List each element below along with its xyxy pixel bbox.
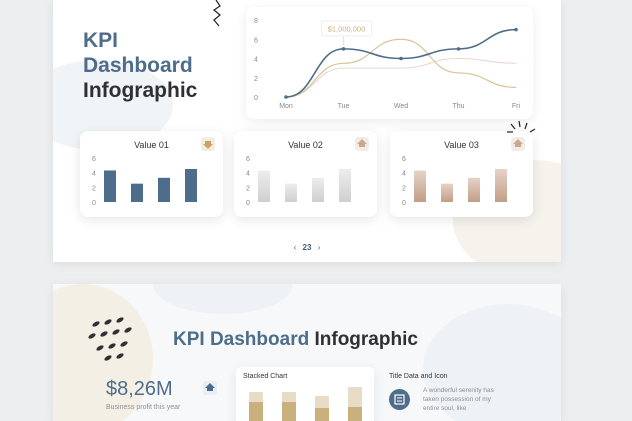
title-line-dashboard: Dashboard bbox=[83, 54, 193, 77]
line-series-2 bbox=[285, 38, 517, 98]
tooltip-box bbox=[321, 20, 372, 37]
line-point bbox=[341, 47, 346, 51]
title-data-icon-text: A wonderful serenity has taken possessio… bbox=[423, 387, 494, 412]
value-02-chart: 0 2 4 6 bbox=[246, 156, 351, 207]
y-tick-label: 8 bbox=[254, 18, 258, 25]
squiggle-decoration bbox=[212, 0, 221, 27]
line-point bbox=[399, 56, 403, 61]
x-tick-label: Tue bbox=[338, 103, 350, 110]
up-arrow-button[interactable] bbox=[355, 137, 369, 151]
up-arrow-button[interactable] bbox=[203, 381, 217, 395]
profit-value: $8,26M bbox=[106, 378, 173, 400]
arrow-up-icon bbox=[513, 139, 523, 147]
x-tick-label: Fri bbox=[512, 103, 521, 110]
value-03-chart: 0 2 4 6 bbox=[402, 156, 507, 207]
bar bbox=[441, 183, 453, 202]
stacked-bar-2-top bbox=[282, 392, 296, 402]
stacked-bar-4-top bbox=[348, 387, 362, 407]
bar bbox=[104, 170, 116, 202]
y-tick-label: 6 bbox=[246, 156, 250, 163]
value-01-chart: 0 2 4 6 bbox=[92, 156, 197, 207]
y-tick-label: 2 bbox=[254, 76, 258, 83]
leaves-decoration bbox=[88, 317, 132, 361]
line-chart-card: 0 2 4 6 8 Mon Tue Wed Thu Fri $1,000,000 bbox=[246, 7, 533, 119]
x-tick-label: Thu bbox=[452, 103, 464, 110]
bar bbox=[312, 177, 324, 202]
y-tick-label: 6 bbox=[254, 37, 258, 44]
pagination: ‹ 23 › bbox=[53, 243, 561, 252]
slide2-title: KPI Dashboard Infographic bbox=[173, 329, 418, 351]
y-tick-label: 4 bbox=[246, 171, 250, 178]
bar bbox=[285, 183, 297, 202]
stacked-bar-3-bottom bbox=[315, 408, 329, 421]
decor-blob-right bbox=[423, 304, 561, 421]
value-03-card: 0 2 4 6 Value 03 bbox=[390, 131, 533, 217]
y-tick-label: 4 bbox=[254, 57, 258, 64]
y-tick-label: 6 bbox=[402, 156, 406, 163]
value-03-title: Value 03 bbox=[444, 140, 479, 150]
value-01-title: Value 01 bbox=[134, 140, 169, 150]
y-tick-label: 2 bbox=[402, 185, 406, 192]
stacked-chart-label: Stacked Chart bbox=[243, 373, 288, 380]
bar bbox=[131, 183, 143, 202]
y-tick-label: 6 bbox=[92, 156, 96, 163]
document-icon bbox=[394, 394, 405, 405]
profit-caption: Business profit this year bbox=[106, 404, 181, 411]
y-tick-label: 4 bbox=[92, 171, 96, 178]
line-chart: 0 2 4 6 8 Mon Tue Wed Thu Fri $1,000,000 bbox=[254, 18, 521, 110]
stacked-bar-1-bottom bbox=[249, 402, 263, 421]
value-02-title: Value 02 bbox=[288, 140, 323, 150]
value-01-card: 0 2 4 6 Value 01 bbox=[80, 131, 223, 217]
bar bbox=[258, 170, 270, 202]
stacked-bar-1-top bbox=[249, 392, 263, 402]
y-tick-label: 0 bbox=[92, 200, 96, 207]
y-tick-label: 0 bbox=[246, 200, 250, 207]
title-line-kpi: KPI bbox=[83, 29, 119, 52]
down-arrow-button[interactable] bbox=[201, 137, 215, 151]
decor-blob-top bbox=[153, 284, 293, 314]
stacked-chart-card: Stacked Chart bbox=[236, 367, 374, 421]
line-point bbox=[284, 95, 288, 99]
y-tick-label: 2 bbox=[246, 185, 250, 192]
sunburst-decoration bbox=[507, 120, 536, 133]
y-tick-label: 0 bbox=[402, 200, 406, 207]
prev-page-button[interactable]: ‹ bbox=[293, 243, 297, 252]
x-tick-label: Mon bbox=[279, 103, 293, 110]
y-tick-label: 2 bbox=[92, 185, 96, 192]
bar bbox=[468, 177, 480, 202]
y-tick-label: 0 bbox=[254, 95, 258, 102]
bar bbox=[185, 169, 197, 202]
stacked-bar-3-top bbox=[315, 396, 329, 408]
bar bbox=[158, 177, 170, 202]
slide1-title: KPI Dashboard Infographic bbox=[83, 28, 197, 103]
value-02-card: 0 2 4 6 Value 02 bbox=[234, 131, 377, 217]
slide-2[interactable]: KPI Dashboard Infographic $8,26M Busines… bbox=[53, 284, 561, 421]
arrow-up-icon bbox=[357, 139, 367, 147]
stacked-chart bbox=[249, 387, 362, 421]
x-tick-label: Wed bbox=[394, 103, 408, 110]
document-icon-circle bbox=[389, 389, 410, 410]
arrow-up-icon bbox=[205, 383, 215, 391]
title-blue: KPI Dashboard bbox=[173, 329, 310, 350]
arrow-down-icon bbox=[203, 141, 213, 149]
slide-1[interactable]: KPI Dashboard Infographic 0 2 4 6 8 Mon Tue Wed… bbox=[53, 0, 561, 262]
line-point bbox=[514, 27, 518, 32]
y-tick-label: 4 bbox=[402, 171, 406, 178]
bar bbox=[495, 169, 507, 202]
bar bbox=[414, 170, 426, 202]
next-page-button[interactable]: › bbox=[317, 243, 321, 252]
stacked-bar-2-bottom bbox=[282, 402, 296, 421]
page-number: 23 bbox=[302, 243, 312, 252]
line-point bbox=[456, 47, 461, 51]
title-line-infographic: Infographic bbox=[83, 79, 198, 102]
title-data-icon-heading: Title Data and Icon bbox=[389, 373, 448, 380]
title-dark: Infographic bbox=[314, 329, 418, 350]
stacked-bar-4-bottom bbox=[348, 407, 362, 421]
up-arrow-button[interactable] bbox=[511, 137, 525, 151]
line-series-3 bbox=[285, 57, 517, 98]
bar bbox=[339, 169, 351, 202]
tooltip-value: $1,000,000 bbox=[328, 24, 366, 33]
